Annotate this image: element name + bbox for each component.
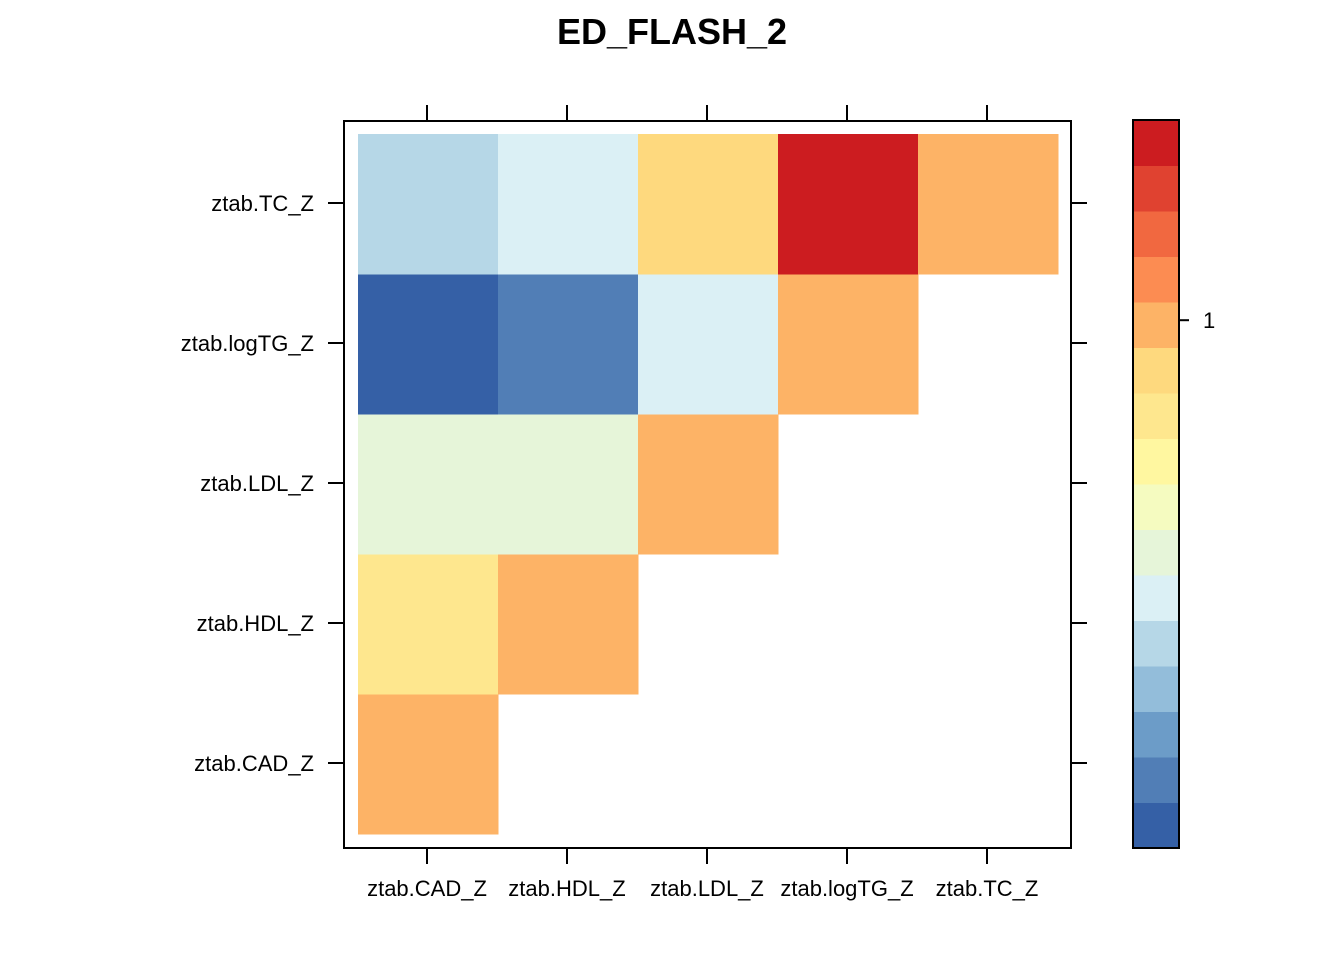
colorbar: 1 [1132, 119, 1215, 849]
y-tick-label: ztab.logTG_Z [181, 331, 314, 356]
y-axis-left: ztab.CAD_Z ztab.HDL_Z ztab.LDL_Z ztab.logTG… [181, 191, 344, 776]
colorbar-band [1133, 484, 1179, 530]
heatmap-cell [918, 134, 1059, 275]
colorbar-band [1133, 347, 1179, 394]
x-tick-label: ztab.LDL_Z [650, 876, 764, 901]
colorbar-band [1133, 757, 1179, 803]
colorbar-tick-label: 1 [1203, 308, 1215, 333]
colorbar-band [1133, 666, 1179, 712]
heatmap-cell [358, 274, 499, 415]
chart-title: ED_FLASH_2 [557, 11, 787, 52]
heatmap-cell [358, 414, 499, 555]
colorbar-band [1133, 256, 1179, 303]
heatmap-cell [498, 414, 639, 555]
colorbar-band [1133, 302, 1179, 348]
colorbar-band [1133, 211, 1179, 257]
colorbar-band [1133, 575, 1179, 621]
colorbar-band [1133, 393, 1179, 439]
colorbar-band [1133, 711, 1179, 758]
x-axis-bottom: ztab.CAD_Z ztab.HDL_Z ztab.LDL_Z ztab.logTG… [367, 848, 1038, 901]
x-axis-top-ticks [426, 105, 988, 121]
heatmap-cell [498, 274, 639, 415]
colorbar-band [1133, 620, 1179, 667]
colorbar-band [1133, 529, 1179, 576]
colorbar-frame [1132, 119, 1180, 849]
x-tick-label: ztab.HDL_Z [508, 876, 625, 901]
heatmap-cell [778, 274, 919, 415]
colorbar-band [1133, 802, 1179, 849]
heatmap-cell [638, 414, 779, 555]
heatmap-cell [358, 554, 499, 695]
heatmap-cell [638, 274, 779, 415]
heatmap-cell [358, 134, 499, 275]
heatmap-cell [358, 694, 499, 835]
y-tick-label: ztab.TC_Z [211, 191, 314, 216]
colorbar-band [1133, 165, 1179, 212]
colorbar-band [1133, 120, 1179, 166]
x-tick-label: ztab.logTG_Z [780, 876, 913, 901]
heatmap-cell [638, 134, 779, 275]
y-tick-label: ztab.LDL_Z [200, 471, 314, 496]
colorbar-band [1133, 438, 1179, 485]
heatmap-cell [498, 134, 639, 275]
y-tick-label: ztab.CAD_Z [194, 751, 314, 776]
x-tick-label: ztab.CAD_Z [367, 876, 487, 901]
x-tick-label: ztab.TC_Z [936, 876, 1039, 901]
heatmap-cell [778, 134, 919, 275]
heatmap-cell [498, 554, 639, 695]
heatmap-cells [358, 134, 1059, 835]
y-tick-label: ztab.HDL_Z [197, 611, 314, 636]
y-axis-right-ticks [1071, 202, 1087, 764]
